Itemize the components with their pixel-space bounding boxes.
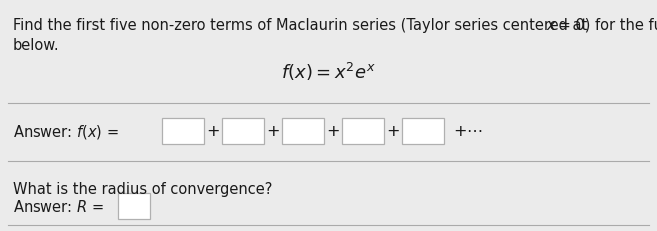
Text: $f(x) = x^2 e^x$: $f(x) = x^2 e^x$ (281, 61, 376, 83)
Text: = 0) for the function: = 0) for the function (555, 18, 657, 33)
Text: +: + (266, 124, 280, 139)
Text: +$\cdots$: +$\cdots$ (453, 124, 483, 139)
FancyBboxPatch shape (222, 119, 264, 144)
FancyBboxPatch shape (118, 193, 150, 219)
Text: Find the first five non-zero terms of Maclaurin series (Taylor series centered a: Find the first five non-zero terms of Ma… (13, 18, 592, 33)
Text: +: + (206, 124, 219, 139)
FancyBboxPatch shape (162, 119, 204, 144)
FancyBboxPatch shape (282, 119, 324, 144)
Text: What is the radius of convergence?: What is the radius of convergence? (13, 181, 273, 196)
Text: below.: below. (13, 38, 60, 53)
Text: Answer: $R$ =: Answer: $R$ = (13, 198, 104, 214)
Text: $x$: $x$ (545, 18, 556, 33)
Text: Answer: $f(x)$ =: Answer: $f(x)$ = (13, 122, 119, 140)
FancyBboxPatch shape (402, 119, 444, 144)
FancyBboxPatch shape (342, 119, 384, 144)
Text: +: + (386, 124, 399, 139)
Text: +: + (327, 124, 340, 139)
